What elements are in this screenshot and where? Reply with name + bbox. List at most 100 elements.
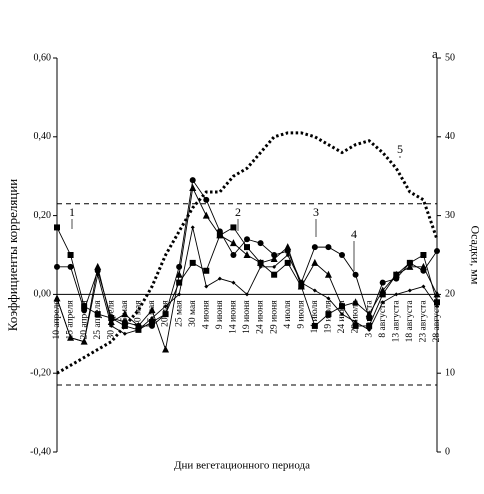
marker (326, 296, 331, 301)
y-tick-label: 0,20 (34, 210, 52, 221)
y-tick-label: 0,00 (34, 289, 52, 300)
marker (379, 291, 386, 298)
marker (420, 252, 427, 258)
marker (82, 339, 87, 344)
x-tick-label: 15 мая (147, 300, 157, 327)
marker (245, 292, 249, 297)
marker (352, 322, 359, 329)
marker (420, 267, 427, 274)
marker (176, 263, 183, 270)
marker (149, 322, 155, 329)
marker (406, 259, 413, 266)
marker (379, 279, 386, 286)
marker (367, 327, 372, 332)
marker (406, 262, 414, 270)
y2-tick-label: 10 (445, 367, 455, 378)
x-tick-label: 10 апреля (52, 300, 62, 340)
x-tick-label: 15 апреля (66, 300, 76, 340)
marker (177, 292, 182, 297)
marker (109, 323, 114, 328)
y-tick-label: -0,20 (30, 367, 51, 378)
y-tick-label: -0,40 (30, 446, 51, 457)
marker (67, 263, 74, 270)
marker (149, 318, 155, 325)
x-tick-label: 13 августа (391, 300, 401, 343)
marker (81, 303, 88, 310)
y-axis-title: Коэффициенты корреляции (5, 179, 20, 332)
marker (352, 271, 359, 278)
marker (270, 254, 278, 262)
marker (297, 282, 305, 290)
y2-tick-label: 40 (445, 131, 455, 142)
y2-tick-label: 0 (445, 446, 450, 457)
marker (94, 311, 101, 318)
marker (340, 312, 344, 317)
marker (257, 240, 264, 247)
marker (216, 228, 223, 235)
marker (365, 310, 373, 318)
marker (433, 290, 441, 298)
marker (353, 319, 358, 324)
x-tick-label: 24 июля (337, 300, 347, 334)
marker (122, 331, 127, 336)
marker (189, 177, 196, 184)
series-line (56, 131, 439, 375)
x-tick-label: 9 июля (296, 300, 306, 329)
x-tick-label: 23 августа (419, 300, 429, 343)
x-tick-label: 28 августа (432, 300, 442, 343)
marker (68, 335, 73, 340)
x-tick-label: 20 апреля (79, 300, 89, 340)
marker (379, 286, 387, 294)
marker (325, 311, 332, 318)
marker (258, 264, 263, 269)
y2-tick-label: 20 (445, 289, 455, 300)
marker (366, 315, 373, 322)
x-tick-label: 24 июня (256, 300, 266, 334)
x-tick-label: 29 июня (269, 300, 279, 334)
series-label: 2 (235, 205, 241, 219)
marker (394, 292, 399, 297)
marker (121, 322, 128, 329)
marker (257, 258, 265, 266)
x-tick-label: 8 августа (378, 300, 388, 338)
marker (284, 259, 291, 266)
marker (324, 270, 332, 278)
marker (230, 224, 237, 231)
marker (325, 244, 332, 251)
marker (54, 263, 60, 270)
marker (190, 225, 195, 230)
marker (94, 267, 101, 274)
marker (231, 280, 236, 285)
marker (229, 239, 237, 247)
series-label: 4 (351, 227, 357, 241)
series-label: 5 (397, 142, 403, 156)
y2-tick-label: 50 (445, 52, 455, 63)
marker (121, 310, 129, 318)
marker (434, 248, 440, 255)
marker (202, 211, 210, 219)
marker (285, 253, 290, 257)
x-tick-label: 4 июля (283, 300, 293, 329)
marker (150, 316, 154, 321)
marker (311, 244, 318, 251)
marker (55, 296, 59, 301)
marker (67, 252, 74, 258)
x-tick-label: 14 июля (310, 300, 320, 334)
marker (244, 236, 250, 243)
y2-tick-label: 30 (445, 210, 455, 221)
series-label: 1 (69, 205, 75, 219)
marker (312, 288, 317, 293)
marker (148, 306, 156, 314)
marker (216, 231, 224, 239)
marker (393, 275, 400, 282)
x-tick-label: 25 мая (174, 300, 184, 327)
marker (203, 196, 210, 203)
marker (107, 317, 115, 325)
marker (272, 264, 277, 269)
marker (352, 298, 360, 306)
x-tick-label: 14 июня (229, 300, 239, 334)
x-tick-label: 9 июня (215, 300, 225, 329)
marker (135, 322, 142, 329)
marker (162, 311, 169, 318)
